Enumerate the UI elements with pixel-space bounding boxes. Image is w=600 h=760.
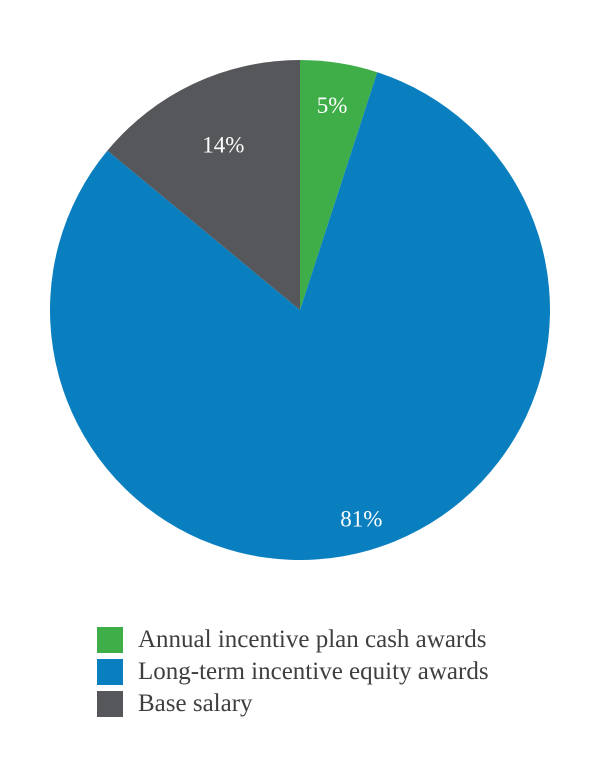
legend-swatch — [97, 691, 123, 717]
slice-label-long-term-incentive: 81% — [340, 507, 382, 532]
legend-swatch — [97, 659, 123, 685]
legend-item-long-term-incentive: Long-term incentive equity awards — [97, 656, 489, 688]
legend: Annual incentive plan cash awards Long-t… — [97, 624, 489, 720]
pie-slice-base-salary — [107, 60, 300, 310]
pie-slice-long-term-incentive — [50, 72, 550, 560]
legend-label: Annual incentive plan cash awards — [138, 626, 487, 653]
pie-chart: 5% 81% 14% — [50, 60, 550, 560]
slice-label-base-salary: 14% — [202, 132, 244, 157]
pie-slice-annual-incentive — [300, 60, 378, 310]
legend-label: Base salary — [138, 690, 253, 717]
legend-item-base-salary: Base salary — [97, 688, 489, 720]
legend-swatch — [97, 627, 123, 653]
legend-label: Long-term incentive equity awards — [138, 658, 489, 685]
slice-label-annual-incentive: 5% — [317, 93, 348, 118]
legend-item-annual-incentive: Annual incentive plan cash awards — [97, 624, 489, 656]
